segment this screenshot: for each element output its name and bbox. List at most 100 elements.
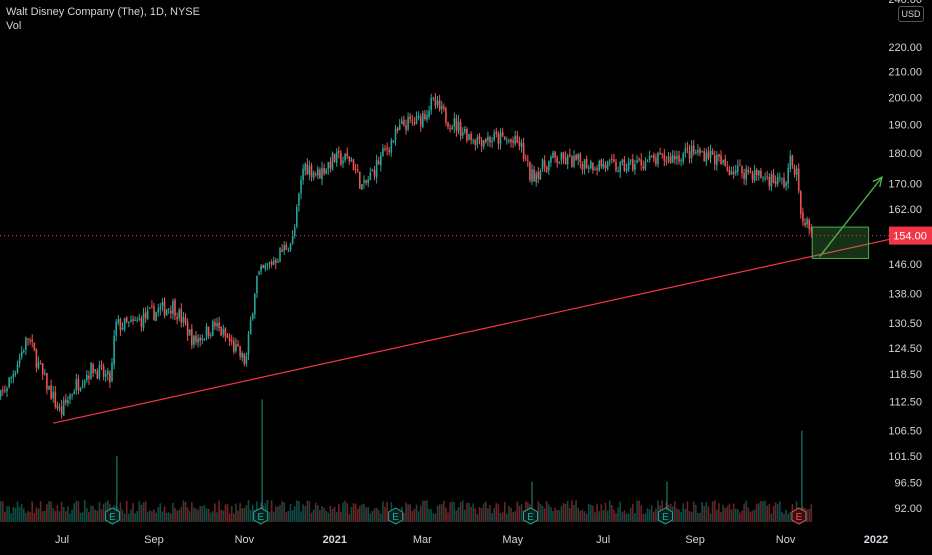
- candle-body: [270, 261, 273, 265]
- earnings-marker[interactable]: E: [104, 507, 120, 525]
- candle-body: [388, 150, 391, 153]
- candle-body: [241, 352, 244, 358]
- earnings-marker[interactable]: E: [388, 507, 404, 525]
- volume-bar: [188, 511, 191, 522]
- volume-bar: [323, 507, 325, 522]
- candle-body: [776, 176, 779, 185]
- last-price-badge: [889, 226, 932, 245]
- volume-bar: [489, 505, 491, 522]
- candle-body: [188, 329, 191, 335]
- candle-body: [340, 152, 342, 165]
- volume-bar: [235, 503, 237, 522]
- candle-body: [77, 378, 80, 390]
- candle-body: [802, 212, 804, 222]
- volume-bar: [46, 504, 48, 522]
- candle-body: [426, 115, 428, 120]
- volume-bar: [243, 507, 246, 522]
- candle-body: [447, 122, 449, 127]
- volume-bar: [581, 509, 584, 522]
- volume-bar: [67, 506, 69, 522]
- candle-body: [489, 136, 491, 143]
- earnings-marker[interactable]: E: [253, 507, 269, 525]
- volume-bar: [487, 508, 489, 522]
- volume-bar: [325, 510, 328, 522]
- currency-badge[interactable]: USD: [898, 6, 924, 22]
- volume-bar: [88, 511, 90, 522]
- volume-bar: [579, 510, 582, 522]
- candle-body: [678, 155, 680, 162]
- volume-bar: [251, 504, 254, 522]
- volume-bar: [806, 509, 808, 522]
- volume-bar: [56, 505, 59, 522]
- volume-bar: [384, 506, 386, 522]
- candle-body: [365, 179, 367, 184]
- candle-body: [98, 365, 101, 378]
- y-tick-label: 118.50: [889, 369, 922, 381]
- volume-bar: [300, 511, 302, 522]
- candle-body: [0, 390, 2, 397]
- volume-bar: [90, 505, 92, 522]
- candle-body: [394, 128, 397, 141]
- candle-body: [302, 169, 304, 180]
- volume-bar: [149, 510, 151, 522]
- volume-bar: [787, 513, 790, 522]
- candle-body: [356, 169, 359, 171]
- volume-bar: [585, 513, 588, 522]
- candle-body: [682, 153, 685, 162]
- volume-bar: [451, 501, 454, 522]
- volume-bar: [617, 507, 619, 522]
- volume-bar: [266, 500, 269, 522]
- candle-body: [264, 264, 267, 270]
- volume-bar: [249, 509, 252, 522]
- candle-body: [661, 153, 664, 155]
- volume-bar: [275, 506, 277, 522]
- candle-body: [491, 140, 493, 142]
- volume-bar: [119, 502, 122, 522]
- candle-body: [459, 122, 462, 136]
- volume-bar: [186, 507, 189, 522]
- volume-bar: [655, 508, 657, 522]
- candle-body: [770, 174, 773, 187]
- volume-bar: [711, 501, 714, 522]
- volume-bar: [123, 513, 126, 522]
- candle-body: [640, 159, 643, 166]
- candle-body: [39, 363, 42, 365]
- earnings-badge: [253, 507, 269, 525]
- volume-bar: [726, 506, 729, 522]
- volume-bar: [684, 508, 687, 522]
- volume-bar: [298, 501, 300, 522]
- volume-bar: [4, 511, 6, 522]
- volume-bar: [730, 509, 733, 522]
- y-tick-label: 146.00: [888, 259, 922, 271]
- candle-body: [380, 155, 382, 166]
- y-tick-label: 130.50: [888, 318, 922, 330]
- earnings-marker[interactable]: E: [791, 507, 807, 525]
- candle-body: [18, 357, 21, 364]
- volume-bar: [615, 512, 617, 522]
- volume-bar: [138, 501, 141, 522]
- volume-bar: [810, 504, 813, 522]
- volume-bar: [153, 509, 155, 522]
- candle-body: [92, 364, 94, 373]
- candle-body: [323, 168, 325, 174]
- candle-body: [100, 364, 103, 367]
- volume-bar: [102, 503, 105, 522]
- candle-body: [167, 309, 170, 311]
- x-tick-label: May: [502, 534, 523, 546]
- candle-body: [218, 322, 220, 329]
- candle-body: [401, 120, 403, 124]
- volume-bar: [747, 507, 750, 522]
- volume-bar: [638, 500, 640, 522]
- volume-bar: [60, 501, 63, 522]
- candle-body: [581, 163, 584, 171]
- candle-body: [142, 313, 145, 328]
- volume-bar: [598, 511, 601, 522]
- candle-body: [411, 120, 414, 122]
- volume-bar: [485, 501, 487, 522]
- earnings-marker[interactable]: E: [657, 507, 673, 525]
- earnings-marker[interactable]: E: [523, 507, 539, 525]
- candle-body: [256, 275, 258, 293]
- x-tick-label: Jul: [596, 534, 610, 546]
